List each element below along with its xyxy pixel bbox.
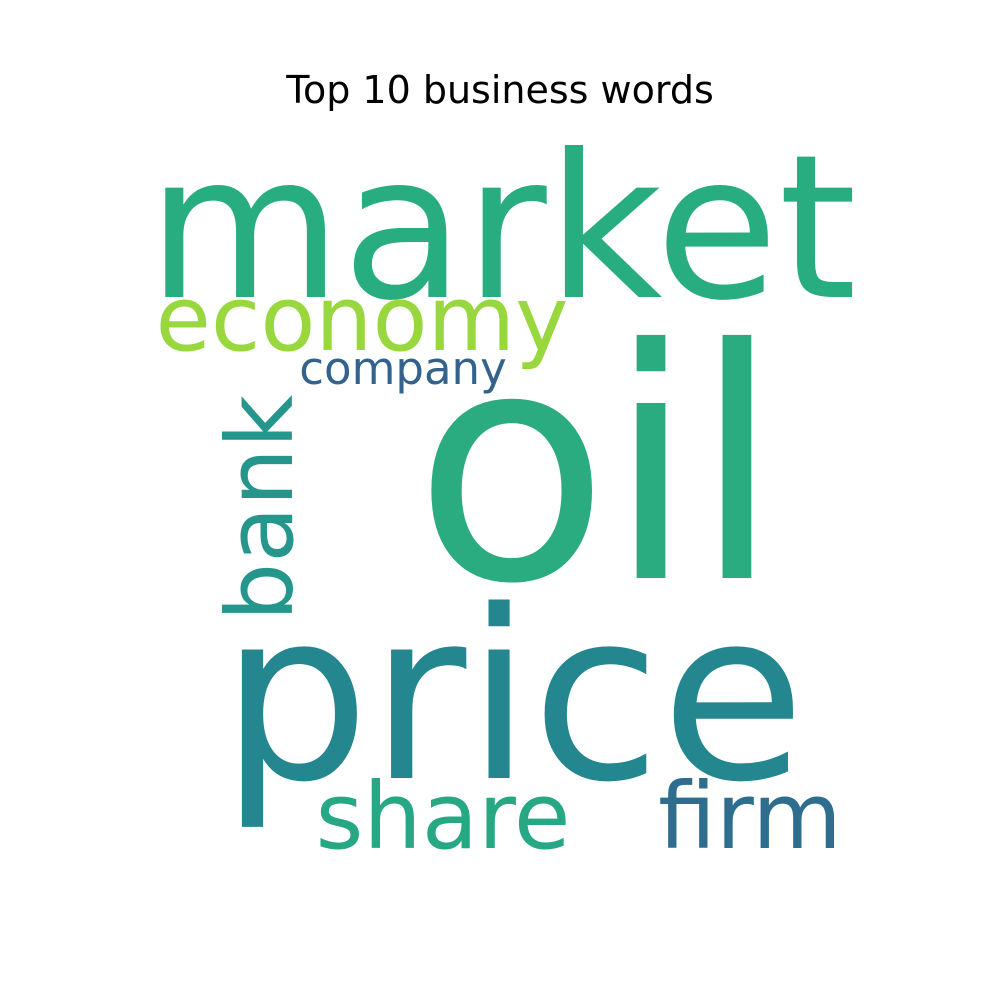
word-price: price	[221, 561, 806, 834]
word-economy: economy	[156, 267, 569, 372]
word-bank: bank	[207, 394, 314, 621]
word-company: company	[299, 342, 506, 395]
word-share: share	[315, 763, 570, 870]
word-oil: oil	[414, 282, 779, 654]
word-market: market	[147, 112, 857, 345]
chart-title: Top 10 business words	[286, 68, 714, 112]
word-firm: firm	[658, 763, 842, 870]
